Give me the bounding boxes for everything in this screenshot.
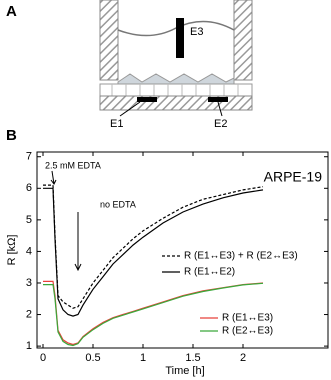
x-tick-label: 1 xyxy=(140,352,146,364)
annotation-arrow xyxy=(74,212,82,272)
annotation-arrow xyxy=(50,170,57,185)
electrode xyxy=(137,97,157,102)
electrode-label: E1 xyxy=(110,118,123,130)
leader xyxy=(217,101,223,117)
y-tick-label: 1 xyxy=(26,340,32,352)
series-line xyxy=(43,184,264,309)
wall xyxy=(233,0,253,81)
legend-label: R (E1↔E2) xyxy=(184,267,235,278)
chart-title: ARPE-19 xyxy=(264,169,323,185)
y-tick-label: 5 xyxy=(26,214,32,226)
y-tick-label: 4 xyxy=(26,245,32,257)
y-tick-label: 3 xyxy=(26,277,32,289)
annotation: no EDTA xyxy=(100,199,136,209)
x-tick-label: 0 xyxy=(40,352,46,364)
x-tick-label: 2 xyxy=(240,352,246,364)
annotation: 2.5 mM EDTA xyxy=(45,160,101,170)
panel-label: B xyxy=(6,127,17,144)
wall xyxy=(99,0,119,81)
x-axis-label: Time [h] xyxy=(165,365,204,377)
legend-label: R (E1↔E3) + R (E2↔E3) xyxy=(184,251,298,262)
x-tick-label: 0.5 xyxy=(85,352,100,364)
electrode xyxy=(208,97,228,102)
series-line xyxy=(43,282,264,347)
leader xyxy=(119,101,141,117)
panel-label: A xyxy=(6,3,17,20)
legend-label: R (E2↔E3) xyxy=(222,326,273,337)
y-tick-label: 6 xyxy=(26,182,32,194)
membrane xyxy=(99,83,253,97)
y-axis-label: R [kΩ] xyxy=(6,235,18,266)
electrode-label: E3 xyxy=(190,26,203,38)
plot-frame xyxy=(36,151,329,349)
y-tick-label: 7 xyxy=(26,151,32,163)
legend-label: R (E1↔E3) xyxy=(222,313,273,324)
pores xyxy=(111,84,239,96)
electrode-label: E2 xyxy=(214,118,227,130)
y-tick-label: 2 xyxy=(26,308,32,320)
diagram: A E3 E1 E2 xyxy=(6,0,253,130)
base xyxy=(99,95,253,111)
series-line xyxy=(43,187,264,317)
x-tick-label: 1.5 xyxy=(185,352,200,364)
electrode xyxy=(176,18,184,58)
cell-layer xyxy=(117,73,235,85)
